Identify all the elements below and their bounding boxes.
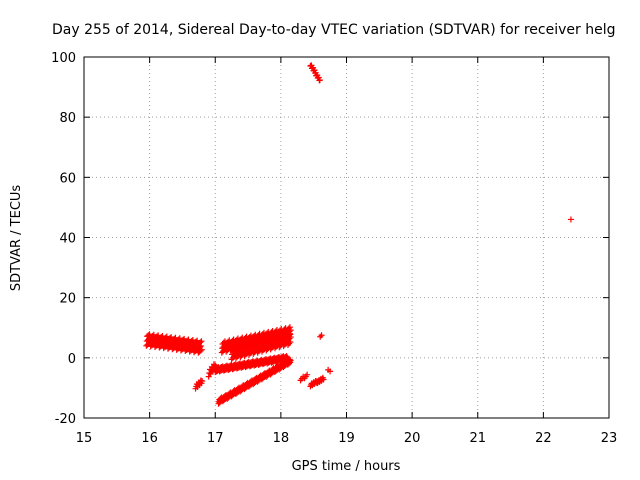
x-tick-label: 16 bbox=[141, 431, 158, 446]
data-point bbox=[325, 366, 332, 373]
data-point bbox=[287, 327, 294, 334]
x-tick-label: 17 bbox=[207, 431, 224, 446]
data-point bbox=[199, 377, 206, 384]
y-tick-label: 60 bbox=[59, 171, 76, 186]
x-tick-label: 22 bbox=[535, 431, 552, 446]
y-tick-label: -20 bbox=[55, 412, 76, 427]
grid-lines bbox=[84, 57, 609, 418]
x-tick-label: 23 bbox=[601, 431, 618, 446]
x-tick-label: 18 bbox=[273, 431, 290, 446]
data-point bbox=[198, 338, 205, 345]
data-point bbox=[287, 334, 294, 341]
data-point bbox=[318, 332, 325, 339]
chart-title: Day 255 of 2014, Sidereal Day-to-day VTE… bbox=[52, 22, 615, 38]
x-tick-label: 19 bbox=[338, 431, 355, 446]
data-point bbox=[286, 330, 293, 337]
y-tick-label: 0 bbox=[68, 352, 76, 367]
data-point bbox=[210, 361, 217, 368]
axis-ticks bbox=[83, 56, 610, 419]
data-point bbox=[567, 216, 574, 223]
data-point bbox=[197, 339, 204, 346]
x-axis-label: GPS time / hours bbox=[292, 459, 401, 474]
data-point bbox=[287, 357, 294, 364]
x-tick-labels: 15 16 17 18 19 20 21 22 23 bbox=[76, 431, 618, 446]
x-tick-label: 21 bbox=[469, 431, 486, 446]
data-point bbox=[198, 346, 205, 353]
x-tick-label: 20 bbox=[404, 431, 421, 446]
y-tick-label: 40 bbox=[59, 232, 76, 247]
y-tick-label: 80 bbox=[59, 111, 76, 126]
y-tick-label: 20 bbox=[59, 292, 76, 307]
data-point bbox=[320, 376, 327, 383]
data-point bbox=[304, 371, 311, 378]
y-tick-label: 100 bbox=[51, 51, 76, 66]
y-axis-label: SDTVAR / TECUs bbox=[9, 185, 24, 292]
data-point bbox=[286, 324, 293, 331]
x-tick-label: 15 bbox=[76, 431, 93, 446]
y-tick-labels: -20 0 20 40 60 80 100 bbox=[51, 51, 76, 427]
data-point bbox=[316, 77, 323, 84]
data-points bbox=[143, 62, 574, 407]
